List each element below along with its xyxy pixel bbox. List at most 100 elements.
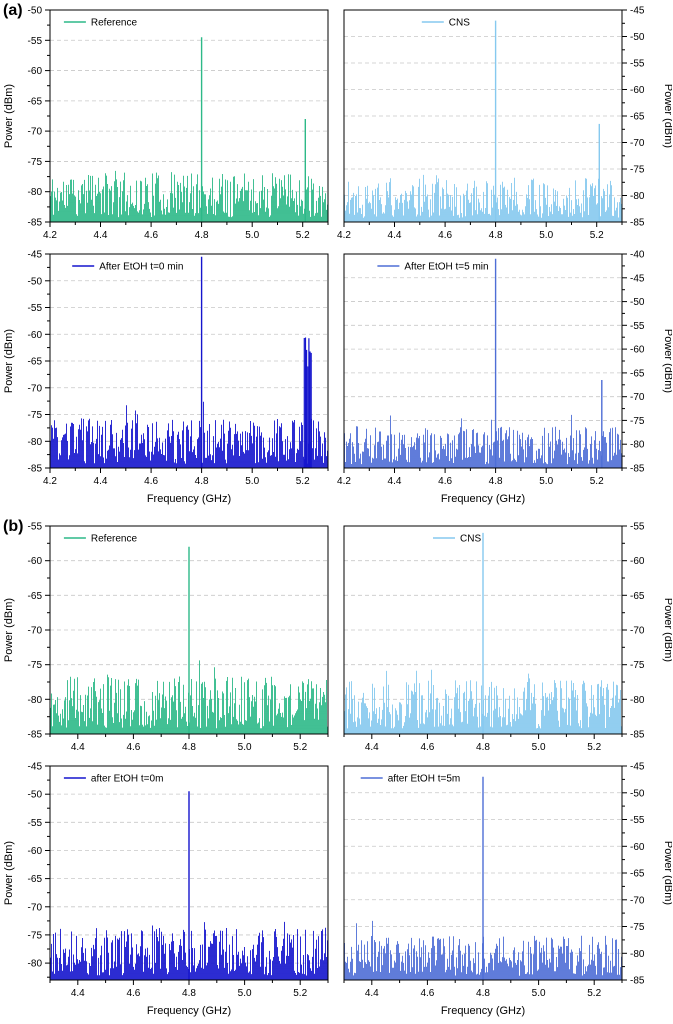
y-tick-label: -80	[28, 437, 43, 448]
y-tick-label: -70	[630, 626, 645, 637]
y-tick-label: -50	[630, 788, 645, 799]
y-tick-label: -45	[630, 762, 645, 773]
x-tick-label: 4.6	[438, 476, 452, 487]
plot-frame	[49, 9, 329, 223]
noise-spectrum	[50, 401, 328, 468]
y-tick-label: -85	[28, 730, 43, 741]
x-tick-label: 4.8	[182, 988, 196, 999]
x-tick-label: 4.6	[420, 988, 434, 999]
y-tick-label: -75	[28, 930, 43, 941]
y-tick-label: -80	[630, 695, 645, 706]
x-tick-label: 4.4	[365, 742, 379, 753]
subplot-a-etoh-t5: 4.2 4.4 4.6 4.8 5.0 5.2 -40 -45 -50 -55 -60 -65 -70 -…	[336, 246, 673, 508]
y-tick-label: -55	[28, 522, 43, 533]
y-axis-title: Power (dBm)	[3, 84, 15, 148]
y-tick-label: -70	[630, 138, 645, 149]
x-axis-title: Frequency (GHz)	[441, 493, 525, 505]
subplot-b-cns: 4.4 4.6 4.8 5.0 5.2 -55 -60 -65 -70 -75 -80 -85 Powe…	[336, 518, 673, 758]
spectrum-chart-b-cns: 4.4 4.6 4.8 5.0 5.2 -55 -60 -65 -70 -75 -80 -85 Powe…	[343, 522, 673, 753]
y-tick-label: -75	[630, 165, 645, 176]
x-tick-label: 4.6	[438, 230, 452, 241]
y-tick-label: -70	[28, 626, 43, 637]
y-tick-label: -85	[630, 976, 645, 987]
y-tick-label: -80	[28, 187, 43, 198]
y-tick-label: -75	[28, 410, 43, 421]
x-tick-label: 4.2	[337, 476, 351, 487]
subplot-b-etoh-t0: 4.4 4.6 4.8 5.0 5.2 -45 -50 -55 -60 -65 -70 -75 -80 P…	[0, 758, 336, 1020]
y-axis-title: Power (dBm)	[3, 329, 15, 393]
y-tick-label: -65	[28, 591, 43, 602]
y-tick-label: -60	[630, 556, 645, 567]
y-tick-label: -55	[28, 818, 43, 829]
subplot-b-etoh-t5: 4.4 4.6 4.8 5.0 5.2 -45 -50 -55 -60 -65 -70 -75 -80 -…	[336, 758, 673, 1020]
x-tick-label: 4.4	[94, 230, 108, 241]
subplot-a-etoh-t0: 4.2 4.4 4.6 4.8 5.0 5.2 -45 -50 -55 -60 -65 -70 -75 -…	[0, 246, 336, 508]
x-tick-label: 5.0	[245, 476, 259, 487]
y-tick-label: -80	[28, 959, 43, 970]
legend-label: Reference	[91, 18, 138, 29]
y-tick-label: -60	[28, 66, 43, 77]
y-tick-label: -80	[28, 695, 43, 706]
y-tick-label: -65	[28, 874, 43, 885]
legend-label: Reference	[91, 534, 138, 545]
y-tick-label: -65	[630, 368, 645, 379]
subplot-a-reference: 4.2 4.4 4.6 4.8 5.0 5.2 -50 -55 -60 -65 -70 -75 -80 -…	[0, 2, 336, 246]
y-tick-label: -85	[28, 464, 43, 475]
y-tick-label: -60	[28, 846, 43, 857]
x-tick-label: 4.4	[94, 476, 108, 487]
y-tick-label: -65	[630, 869, 645, 880]
x-tick-label: 4.8	[476, 742, 490, 753]
x-tick-label: 5.0	[238, 988, 252, 999]
x-tick-label: 5.2	[293, 988, 307, 999]
plot-frame	[49, 253, 329, 469]
panel-b: (b) 4.4 4.6 4.8 5.0 5.2 -55 -60 -65 -70 -75 -80 -85…	[0, 518, 673, 1020]
x-tick-label: 4.2	[43, 230, 57, 241]
x-tick-label: 4.8	[489, 476, 503, 487]
noise-spectrum	[344, 174, 622, 222]
legend-label: after EtOH t=5m	[388, 774, 461, 785]
x-tick-label: 4.2	[43, 476, 57, 487]
y-axis-title: Power (dBm)	[3, 841, 15, 905]
y-axis-title: Power (dBm)	[662, 841, 672, 905]
x-tick-label: 5.2	[587, 742, 601, 753]
y-tick-label: -65	[630, 591, 645, 602]
y-tick-label: -85	[630, 730, 645, 741]
panel-b-grid: 4.4 4.6 4.8 5.0 5.2 -55 -60 -65 -70 -75 -80 -85 Powe…	[0, 518, 673, 1020]
y-tick-label: -60	[630, 842, 645, 853]
panel-a-label: (a)	[3, 2, 23, 19]
y-tick-label: -65	[630, 112, 645, 123]
x-tick-label: 4.8	[476, 988, 490, 999]
x-tick-label: 4.6	[126, 988, 140, 999]
x-tick-label: 4.6	[420, 742, 434, 753]
y-tick-label: -80	[630, 949, 645, 960]
y-tick-label: -50	[630, 297, 645, 308]
y-tick-label: -85	[28, 218, 43, 229]
x-tick-label: 5.0	[539, 476, 553, 487]
y-tick-label: -60	[28, 330, 43, 341]
y-tick-label: -65	[28, 96, 43, 107]
x-tick-label: 4.4	[388, 476, 402, 487]
x-tick-label: 4.8	[182, 742, 196, 753]
spectrum-chart-b-etoh-t5: 4.4 4.6 4.8 5.0 5.2 -45 -50 -55 -60 -65 -70 -75 -80 -…	[343, 762, 673, 1017]
x-axis-title: Frequency (GHz)	[441, 1005, 525, 1017]
y-axis-title: Power (dBm)	[662, 329, 672, 393]
x-tick-label: 5.0	[532, 988, 546, 999]
x-tick-label: 4.4	[71, 988, 85, 999]
subplot-b-reference: 4.4 4.6 4.8 5.0 5.2 -55 -60 -65 -70 -75 -80 -85 Powe…	[0, 518, 336, 758]
x-tick-label: 5.0	[245, 230, 259, 241]
y-tick-label: -70	[630, 392, 645, 403]
x-tick-label: 5.0	[238, 742, 252, 753]
x-tick-label: 4.4	[71, 742, 85, 753]
spectrum-chart-b-etoh-t0: 4.4 4.6 4.8 5.0 5.2 -45 -50 -55 -60 -65 -70 -75 -80 P…	[3, 762, 329, 1017]
y-tick-label: -70	[28, 127, 43, 138]
y-tick-label: -65	[28, 357, 43, 368]
spectrum-chart-b-reference: 4.4 4.6 4.8 5.0 5.2 -55 -60 -65 -70 -75 -80 -85 Powe…	[3, 522, 329, 753]
y-tick-label: -75	[630, 660, 645, 671]
y-tick-label: -75	[28, 660, 43, 671]
y-axis-title: Power (dBm)	[662, 84, 672, 148]
x-tick-label: 4.2	[337, 230, 351, 241]
legend-label: CNS	[460, 534, 481, 545]
y-tick-label: -80	[630, 191, 645, 202]
y-tick-label: -75	[630, 922, 645, 933]
plot-frame	[343, 9, 623, 223]
